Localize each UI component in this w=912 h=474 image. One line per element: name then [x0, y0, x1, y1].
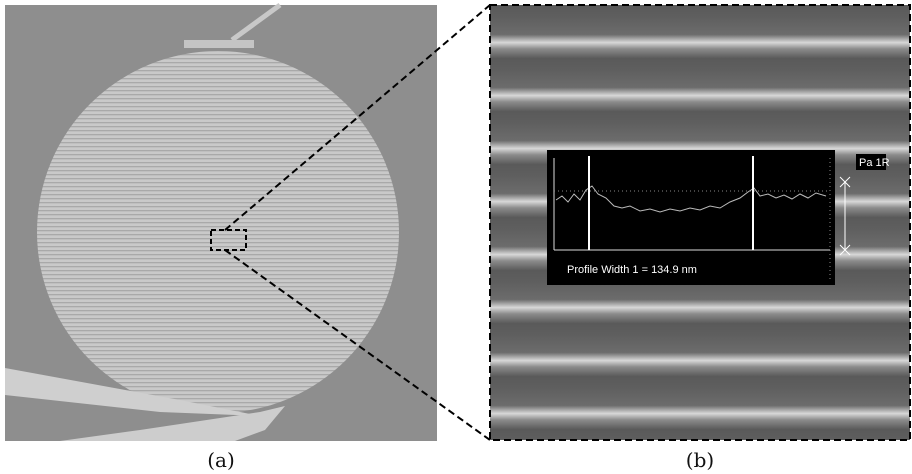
panel-b: Profile Width 1 = 134.9 nm Pa 1R (b)	[490, 5, 910, 472]
caption: (b)	[686, 448, 714, 472]
grating-top	[184, 40, 254, 48]
caption: (a)	[207, 448, 235, 472]
figure: (a) Profile Width 1 = 134.9 nm Pa 1R (b)	[0, 0, 912, 474]
measurement-label: Profile Width 1 = 134.9 nm	[567, 264, 697, 276]
marker-label: Pa 1R	[859, 157, 890, 169]
profile-inset: Profile Width 1 = 134.9 nm	[547, 150, 835, 285]
panel-a: (a)	[5, 5, 437, 472]
